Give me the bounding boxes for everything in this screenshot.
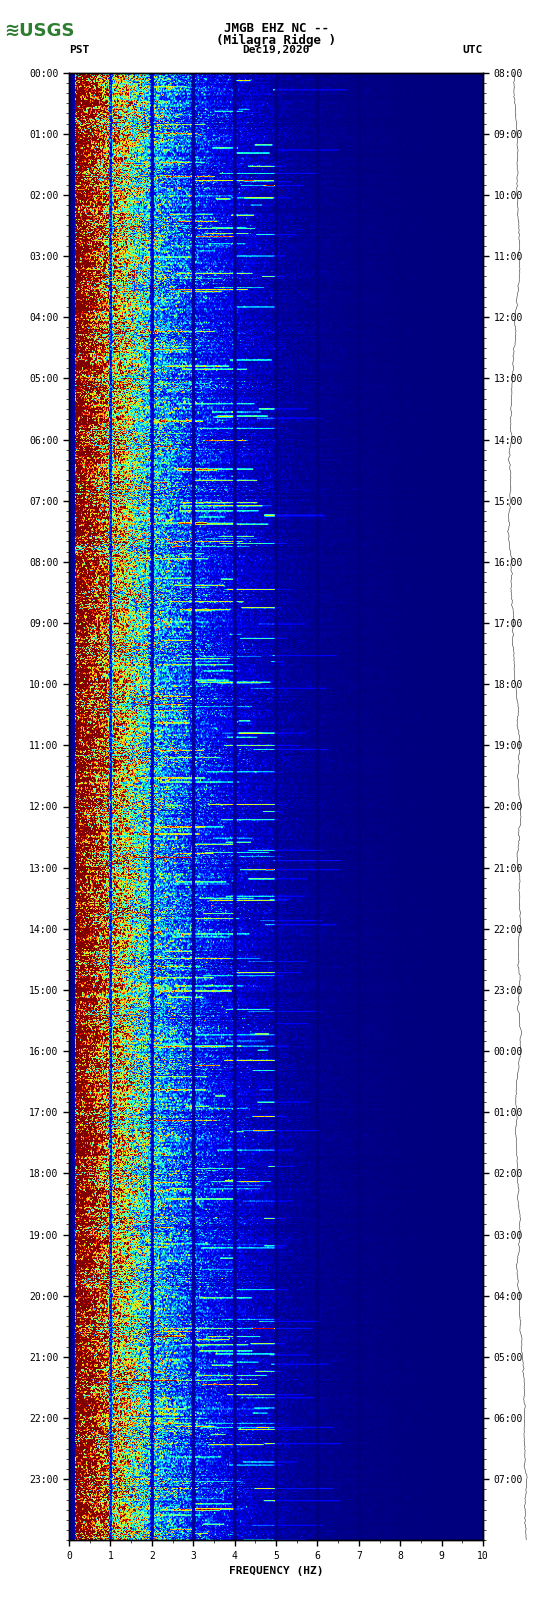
Text: Dec19,2020: Dec19,2020 [242,45,310,55]
Text: UTC: UTC [463,45,483,55]
Text: (Milagra Ridge ): (Milagra Ridge ) [216,34,336,47]
Text: ≋USGS: ≋USGS [4,23,75,40]
Text: JMGB EHZ NC --: JMGB EHZ NC -- [224,23,328,35]
X-axis label: FREQUENCY (HZ): FREQUENCY (HZ) [229,1566,323,1576]
Text: PST: PST [69,45,89,55]
